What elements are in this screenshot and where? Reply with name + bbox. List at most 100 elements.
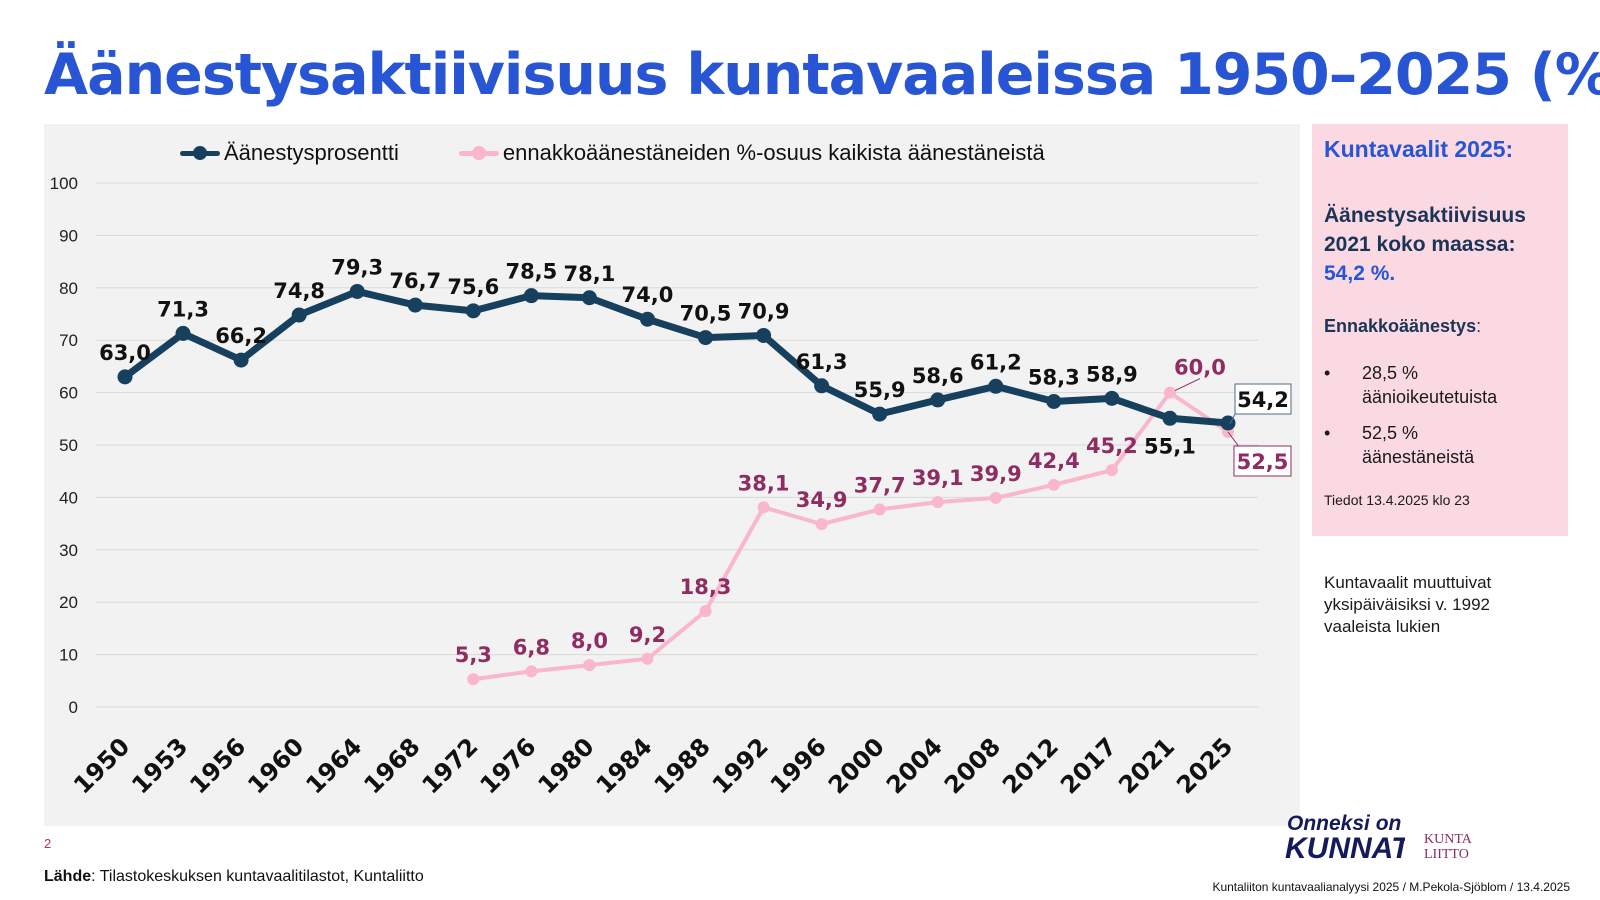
info-advance-colon: : (1476, 316, 1482, 336)
x-tick-label: 2008 (939, 732, 1006, 799)
advance-line (473, 390, 1230, 682)
bullet-text: 52,5 % äänestäneistä (1362, 421, 1474, 469)
info-advance-label: Ennakkoäänestys: (1324, 316, 1556, 337)
callout-leader (1227, 431, 1241, 449)
x-tick-label: 1968 (358, 732, 425, 799)
turnout-data-label: 54,2 (1237, 388, 1289, 412)
note-line2: yksipäiväisiksi v. 1992 (1324, 595, 1490, 614)
turnout-point (698, 330, 714, 346)
advance-point (583, 659, 596, 672)
turnout-data-label: 55,1 (1144, 434, 1196, 458)
turnout-point (349, 283, 365, 299)
turnout-point (581, 290, 597, 306)
x-tick-label: 1996 (765, 732, 832, 799)
note-line1: Kuntavaalit muuttuivat (1324, 573, 1492, 592)
x-tick-label: 1956 (184, 732, 251, 799)
series-advance-voting (467, 386, 1234, 686)
turnout-point (407, 297, 423, 313)
turnout-data-label: 74,8 (273, 279, 325, 303)
turnout-data-label: 61,2 (970, 350, 1022, 374)
y-tick-label: 30 (59, 541, 78, 560)
advance-data-label: 37,7 (854, 473, 906, 497)
info-turnout-value: 54,2 %. (1324, 262, 1396, 285)
gridlines (96, 182, 1258, 708)
turnout-point (523, 288, 539, 304)
logo-kunta-line1: KUNTA (1424, 832, 1473, 847)
info-turnout-label: Äänestysaktiivisuus 2021 koko maassa: (1324, 201, 1556, 259)
turnout-point (465, 303, 481, 319)
turnout-point (814, 378, 830, 394)
turnout-data-label: 78,1 (564, 262, 616, 286)
advance-point (815, 518, 828, 531)
advance-point (1047, 478, 1060, 491)
bullet-line1: 28,5 % (1362, 363, 1419, 383)
advance-data-label: 45,2 (1086, 434, 1138, 458)
logo-kunta-line2: LIITTO (1424, 847, 1469, 860)
turnout-data-label: 58,9 (1086, 362, 1138, 386)
x-tick-label: 1972 (417, 732, 484, 799)
y-tick-label: 60 (59, 384, 78, 403)
onneksi-on-kunnat-logo: Onneksi on KUNNAT! (1285, 812, 1405, 864)
advance-point (467, 673, 480, 686)
y-tick-label: 70 (59, 331, 78, 350)
y-tick-label: 20 (59, 593, 78, 612)
kuntaliitto-logo: KUNTA LIITTO (1424, 832, 1473, 860)
turnout-data-label: 55,9 (854, 378, 906, 402)
turnout-data-label: 79,3 (331, 255, 383, 279)
turnout-point (930, 392, 946, 408)
turnout-data-label: 61,3 (796, 350, 848, 374)
advance-data-label: 5,3 (455, 643, 492, 667)
legend-item-advance: ennakkoäänestäneiden %-osuus kaikista ää… (458, 140, 1045, 166)
advance-point (757, 501, 770, 514)
source-text: : Tilastokeskuksen kuntavaalitilastot, K… (91, 868, 424, 885)
logo-onneksi-line2: KUNNAT! (1285, 832, 1405, 864)
advance-data-label: 9,2 (629, 623, 666, 647)
turnout-point (291, 307, 307, 323)
x-tick-label: 2017 (1055, 732, 1122, 799)
info-turnout-line2: 2021 koko maassa: (1324, 233, 1516, 256)
turnout-data-label: 58,3 (1028, 366, 1080, 390)
x-tick-label: 2021 (1113, 732, 1180, 799)
series-advance-labels: 5,3 6,8 8,0 9,2 18,3 38,134,937,7 39,1 39,942,4… (455, 356, 1292, 667)
y-tick-label: 50 (59, 436, 78, 455)
info-box: Kuntavaalit 2025: Äänestysaktiivisuus 20… (1312, 124, 1568, 536)
info-advance-text: Ennakkoäänestys (1324, 316, 1477, 336)
turnout-data-label: 58,6 (912, 364, 964, 388)
legend-swatch-advance (458, 144, 499, 162)
side-note: Kuntavaalit muuttuivat yksipäiväisiksi v… (1324, 572, 1574, 638)
y-tick-label: 90 (59, 226, 78, 245)
bullet-line1: 52,5 % (1362, 423, 1419, 443)
series-turnout-labels: 63,071,366,274,879,376,7 75,678,5 78,174,0… (99, 255, 1292, 458)
advance-data-label: 39,9 (970, 462, 1022, 486)
y-axis-ticks: 0 10 20 30 40 50 60 70 80 90 100 (50, 174, 78, 717)
turnout-line (122, 287, 1229, 427)
x-tick-label: 2004 (881, 732, 948, 799)
info-heading: Kuntavaalit 2025: (1324, 136, 1514, 162)
turnout-data-label: 71,3 (157, 297, 209, 321)
turnout-point (988, 378, 1004, 394)
bullet-symbol: • (1324, 363, 1331, 383)
turnout-point (233, 352, 249, 368)
bullet-symbol: • (1324, 423, 1331, 443)
turnout-point (1104, 390, 1120, 406)
x-tick-label: 1960 (242, 732, 309, 799)
series-turnout (117, 283, 1236, 431)
y-tick-label: 0 (69, 698, 78, 717)
note-line3: vaaleista lukien (1324, 617, 1441, 636)
advance-point (1163, 386, 1176, 399)
page-title: Äänestysaktiivisuus kuntavaaleissa 1950–… (44, 42, 1600, 108)
y-tick-label: 80 (59, 279, 78, 298)
advance-point (1105, 464, 1118, 477)
turnout-data-label: 63,0 (99, 341, 151, 365)
source-label: Lähde (44, 868, 92, 885)
advance-data-label: 34,9 (796, 488, 848, 512)
advance-data-label: 42,4 (1028, 449, 1080, 473)
y-tick-label: 10 (59, 646, 78, 665)
bullet-line2: äänestäneistä (1362, 447, 1475, 467)
advance-data-label: 8,0 (571, 629, 608, 653)
turnout-data-label: 78,5 (505, 260, 557, 284)
turnout-point (872, 406, 888, 422)
x-axis-ticks: 1950195319561960196419681972197619801984… (68, 732, 1238, 799)
credit: Kuntaliiton kuntavaalianalyysi 2025 / M.… (1212, 880, 1570, 894)
turnout-data-label: 66,2 (215, 324, 267, 348)
